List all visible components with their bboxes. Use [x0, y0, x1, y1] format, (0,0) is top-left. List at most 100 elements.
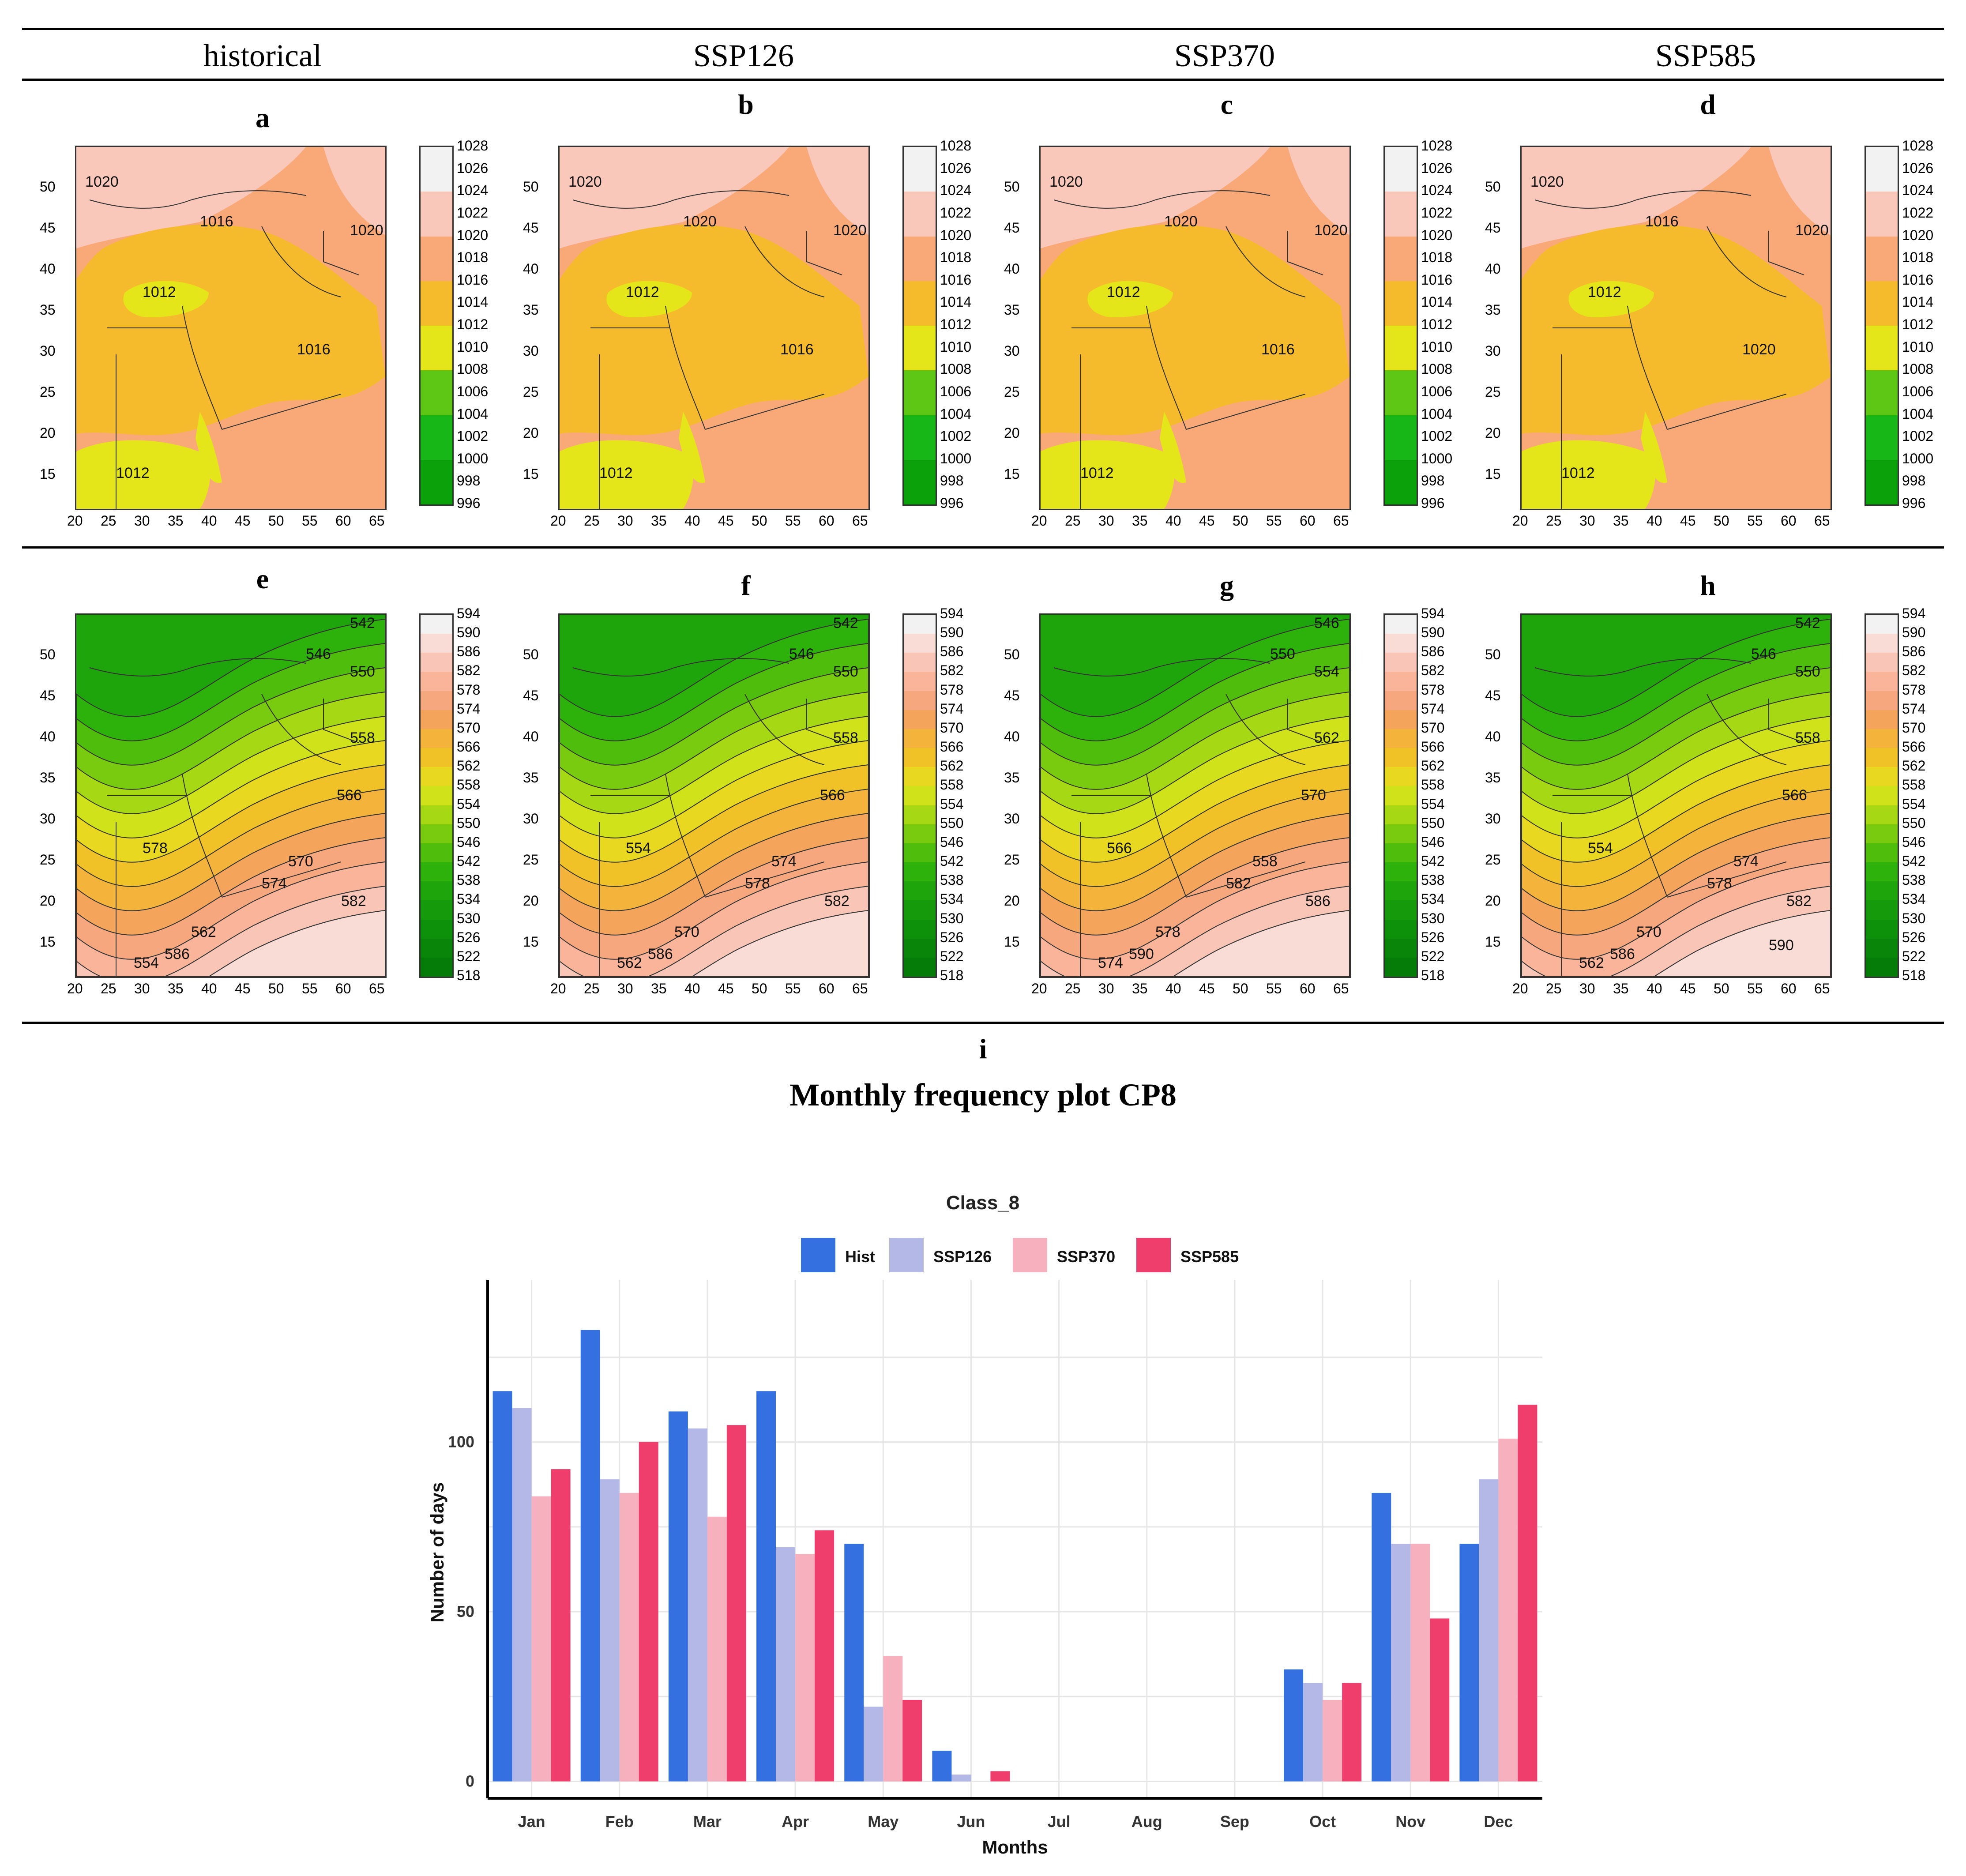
- contour-label: 1012: [1561, 465, 1595, 481]
- map-x-tick: 30: [1579, 981, 1595, 996]
- x-tick-label: Jul: [1048, 1812, 1071, 1831]
- y-tick-label: 0: [466, 1772, 474, 1790]
- color-bar-segment: [1866, 147, 1898, 192]
- map-y-tick: 30: [40, 343, 56, 359]
- column-heading-historical: historical: [203, 38, 322, 73]
- color-bar-label: 590: [457, 624, 481, 641]
- color-bar-segment: [904, 786, 936, 805]
- color-bar-segment: [1385, 653, 1417, 672]
- country-boundaries: [1053, 190, 1323, 509]
- color-bar-label: 534: [1421, 891, 1445, 907]
- high-pressure-region-northeast: [1288, 147, 1350, 235]
- color-bar-segment: [1385, 691, 1417, 710]
- map-x-tick: 45: [718, 981, 734, 996]
- color-bar-label: 570: [1421, 719, 1445, 736]
- bar-hist-mar: [668, 1411, 688, 1782]
- color-bar-label: 518: [457, 967, 481, 983]
- color-bar-label: 1000: [1902, 450, 1934, 466]
- height-band: [560, 910, 868, 977]
- color-bar-segment: [421, 192, 452, 237]
- color-bar-label: 538: [1421, 872, 1445, 888]
- map-y-tick: 45: [1004, 688, 1020, 703]
- color-bar-label: 1002: [1421, 428, 1453, 444]
- map-x-tick: 45: [235, 981, 251, 996]
- map-field: 1020 1016 1012 1020 1012 1020: [1522, 147, 1831, 509]
- contour-label: 1020: [1049, 173, 1083, 190]
- color-bar-segment: [904, 805, 936, 824]
- map-y-tick: 40: [523, 261, 539, 277]
- high-pressure-region-north: [560, 147, 789, 248]
- mid-pressure-region: [76, 224, 385, 435]
- column-heading-ssp126: SSP126: [693, 38, 794, 73]
- contour-label: 582: [1786, 893, 1812, 910]
- color-bar-label: 1012: [457, 316, 489, 332]
- contour-label: 562: [191, 924, 216, 940]
- map-x-tick: 55: [785, 513, 801, 529]
- contour-label: 554: [626, 840, 651, 857]
- map-x-tick: 65: [852, 981, 868, 996]
- contour-label: 1020: [350, 222, 383, 239]
- height-band-top: [560, 615, 868, 717]
- map-y-tick: 25: [1004, 852, 1020, 868]
- map-y-tick: 50: [1004, 647, 1020, 662]
- color-bar-segment: [1385, 672, 1417, 691]
- color-bar-segment: [421, 805, 452, 824]
- map-x-tick: 45: [235, 513, 251, 529]
- map-y-tick: 50: [40, 179, 56, 195]
- map-y-tick: 50: [523, 647, 539, 662]
- map-y-tick: 25: [1004, 384, 1020, 400]
- low-pressure-region-red-sea: [1160, 412, 1186, 483]
- color-bar-label: 582: [457, 662, 481, 679]
- map-panel: 1020 1020 1012 1016 1012 1020: [1039, 146, 1351, 510]
- legend-label: Hist: [845, 1248, 875, 1266]
- contour-label: 1020: [1742, 341, 1776, 358]
- map-y-tick: 15: [523, 934, 539, 950]
- column-heading-ssp585: SSP585: [1655, 38, 1756, 73]
- map-y-tick: 20: [1004, 893, 1020, 909]
- color-bar-label: 578: [1421, 681, 1445, 698]
- contour-label: 1020: [568, 173, 602, 190]
- color-bar-label: 1004: [1421, 406, 1453, 422]
- color-bar-label: 1012: [1902, 316, 1934, 332]
- map-x-tick: 65: [369, 981, 385, 996]
- bar-hist-dec: [1459, 1544, 1479, 1782]
- color-bar: [902, 613, 937, 978]
- color-bar-segment: [421, 957, 452, 977]
- low-pressure-region-red-sea: [1641, 412, 1667, 483]
- color-bar-label: 1004: [1902, 406, 1934, 422]
- map-y-tick: 40: [40, 729, 56, 744]
- color-bar-label: 574: [940, 700, 964, 717]
- color-bar-segment: [1385, 370, 1417, 415]
- bar-ssp585-oct: [1342, 1683, 1362, 1782]
- y-axis-title: Number of days: [427, 1482, 447, 1622]
- contour-label: 590: [1129, 946, 1154, 962]
- color-bar-segment: [1866, 691, 1898, 710]
- map-y-tick: 30: [1485, 343, 1501, 359]
- color-bar-label: 1006: [1902, 383, 1934, 399]
- color-bar-segment: [904, 236, 936, 281]
- map-x-tick: 30: [617, 513, 633, 529]
- color-bar-segment: [1866, 957, 1898, 977]
- color-bar-label: 522: [940, 948, 964, 964]
- color-bar-segment: [1866, 326, 1898, 371]
- map-y-tick: 45: [1485, 220, 1501, 236]
- color-bar-segment: [904, 653, 936, 672]
- color-bar-segment: [904, 710, 936, 729]
- map-y-tick: 35: [523, 770, 539, 786]
- map-y-tick: 35: [1004, 302, 1020, 318]
- color-bar-segment: [1385, 459, 1417, 504]
- map-x-tick: 50: [268, 513, 284, 529]
- bar-ssp370-mar: [707, 1516, 727, 1782]
- color-bar-segment: [421, 881, 452, 901]
- contour-label: 1020: [683, 213, 717, 230]
- color-bar-segment: [421, 862, 452, 882]
- map-y-tick: 35: [40, 770, 56, 786]
- contour-label: 1012: [599, 465, 633, 481]
- map-y-tick: 25: [40, 852, 56, 868]
- bar-hist-oct: [1284, 1669, 1304, 1782]
- color-bar-label: 538: [457, 872, 481, 888]
- map-x-tick: 20: [1031, 981, 1047, 996]
- color-bar-segment: [1385, 919, 1417, 939]
- color-bar-label: 530: [940, 910, 964, 926]
- map-x-tick: 40: [1165, 981, 1181, 996]
